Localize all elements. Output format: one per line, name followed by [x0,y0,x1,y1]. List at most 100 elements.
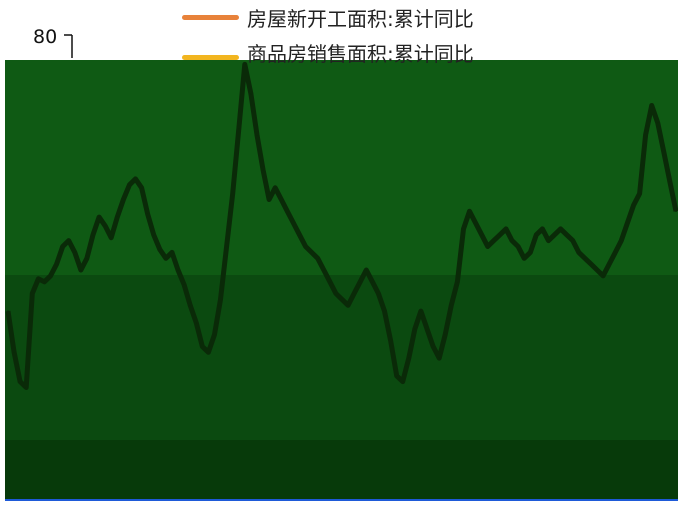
series-0-point [335,292,337,295]
series-0-point [341,298,343,301]
legend: 房屋新开工面积:累计同比 商品房销售面积:累计同比 [182,7,474,66]
series-0-point [116,216,119,218]
series-0-point [146,213,149,215]
series-0-point [377,292,380,295]
series-0-point [626,222,629,224]
series-0-point [201,345,204,348]
legend-item-sales-area: 商品房销售面积:累计同比 [182,42,474,66]
series-0-point [383,310,386,312]
series-0-point [395,375,398,377]
series-0-point [572,239,574,242]
series-0-point [165,257,167,260]
series-0-point [323,269,325,271]
series-0-point [189,304,191,307]
series-0-point [578,251,580,254]
series-0-point [596,269,598,271]
series-0-point [553,234,556,236]
series-0-point [371,281,374,283]
series-0-point [426,328,428,330]
series-0-point [225,245,228,248]
series-0-point [493,239,495,242]
series-0-point [584,257,586,260]
series-0-point [541,228,544,230]
series-0-point [474,222,477,224]
series-0-point [25,386,28,389]
series-0-point [110,236,112,239]
series-0-point [256,134,258,136]
series-0-point [523,257,525,260]
legend-label-sales-area: 商品房销售面积:累计同比 [247,42,474,66]
series-0-point [559,228,562,230]
series-0-point [590,263,592,265]
axis-baseline [5,499,678,501]
series-0-point [43,281,46,283]
series-0-point [389,339,392,342]
series-0-point [13,351,15,354]
series-0-point [219,298,222,301]
series-0-point [316,257,319,260]
series-0-point [140,187,143,189]
series-0-point [347,304,349,307]
series-0-point [195,322,198,324]
plot-lower-band [5,275,678,440]
y-axis: 80 [33,26,73,58]
series-0-point [183,283,185,286]
series-0-point [414,328,416,330]
series-0-point [632,204,635,207]
series-0-point [55,263,58,265]
series-0-point [74,251,76,254]
series-0-point [669,181,671,183]
series-0-point [517,245,519,248]
series-0-point [128,184,131,186]
series-0-point [104,225,106,227]
legend-swatch-sales-area [182,55,239,60]
legend-swatch-new-starts [182,15,239,20]
series-0-point [650,104,653,107]
series-0-point [438,357,441,359]
series-0-point [86,257,88,260]
series-0-point [511,239,513,242]
legend-item-new-starts: 房屋新开工面积:累计同比 [182,7,474,31]
series-0-point [49,275,52,277]
series-0-point [602,275,604,277]
series-0-point [292,222,295,224]
series-0-point [37,278,40,280]
series-0-point [310,251,313,254]
series-0-point [231,192,234,195]
series-0-point [359,281,362,283]
series-0-point [329,281,331,283]
series-0-point [244,63,246,66]
series-0-point [408,357,410,359]
series-0-point [67,239,70,242]
series-0-point [614,251,617,254]
legend-label-new-starts: 房屋新开工面积:累计同比 [247,7,474,31]
series-0-point [432,345,434,348]
series-0-point [152,234,155,236]
series-0-point [547,239,550,242]
series-0-point [268,198,270,201]
series-0-point [608,263,610,265]
series-0-point [456,281,459,283]
plot-bottom-band [5,440,678,500]
series-0-point [480,234,483,236]
series-0-point [462,228,465,230]
series-0-point [134,178,137,180]
series-0-point [286,210,289,213]
series-0-point [638,192,641,195]
series-layer [5,61,678,390]
series-0-point [468,210,471,213]
series-0-point [675,210,677,213]
series-0-point [644,134,647,136]
series-0-point [159,248,161,251]
series-0-point [207,351,210,354]
series-0-point [122,198,125,201]
series-0-point [365,269,368,271]
series-0-point [98,216,100,218]
series-0-point [238,128,240,130]
series-0-point [280,198,283,201]
series-0-point [19,380,21,383]
series-0-point [401,380,404,383]
series-0-point [620,239,623,242]
series-0-point [213,333,216,336]
